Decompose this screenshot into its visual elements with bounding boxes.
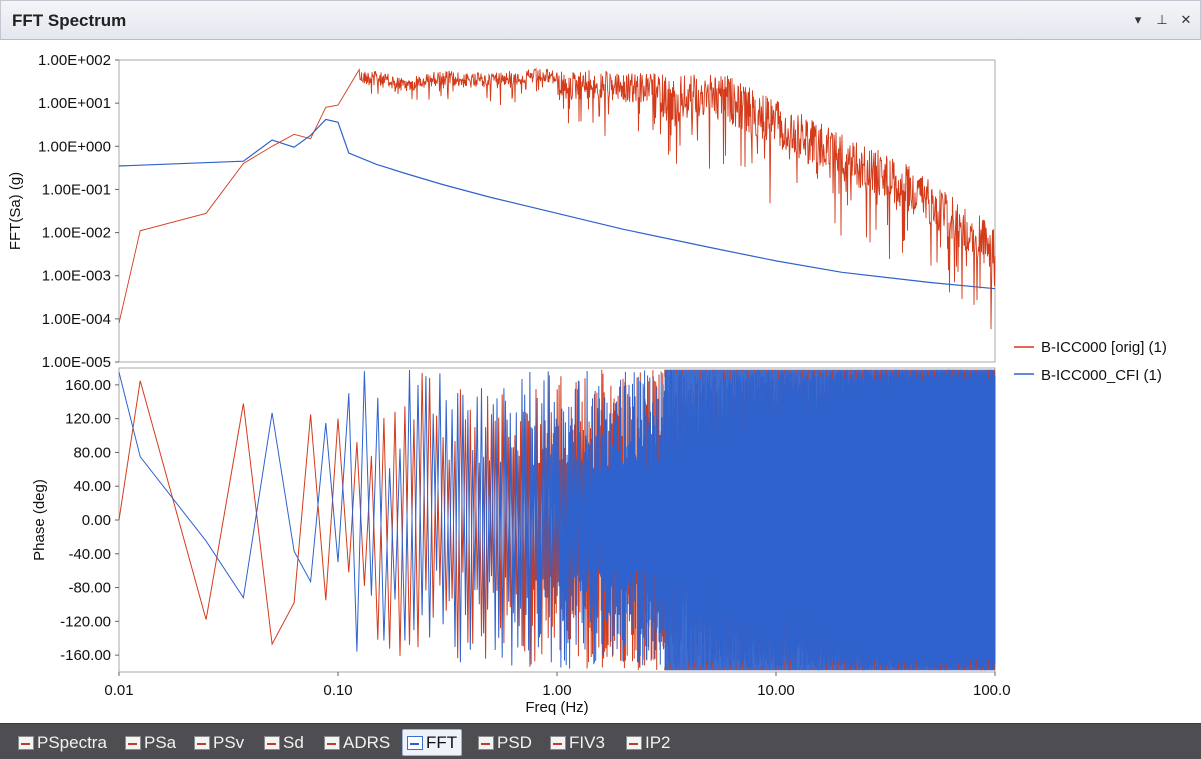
magnitude-y-tick-label: 1.00E-002 [42, 225, 111, 242]
tab-label: Sd [283, 732, 304, 752]
chart-icon [407, 735, 423, 750]
magnitude-y-ticks: 1.00E-005 1.00E-004 1.00E-003 1.00E-002 1.00… [38, 52, 119, 371]
magnitude-y-tick-label: 1.00E+001 [38, 95, 111, 112]
phase-y-tick-label: -40.00 [68, 546, 111, 563]
phase-y-tick-label: -160.00 [60, 647, 111, 664]
chevron-down-icon[interactable]: ▾ [1134, 12, 1142, 27]
chart-icon [18, 735, 34, 750]
frequency-x-tick-label: 1.00 [542, 682, 571, 699]
phase-y-tick-label: 160.00 [65, 377, 111, 394]
phase-band-cfi [664, 369, 995, 671]
tab-label: PSD [497, 732, 532, 752]
tab-psa[interactable]: PSa [121, 729, 180, 756]
chart-icon [478, 735, 494, 750]
phase-y-tick-label: -80.00 [68, 580, 111, 597]
phase-band-orig-edges [664, 369, 995, 671]
tab-psv[interactable]: PSv [190, 729, 248, 756]
tab-adrs[interactable]: ADRS [320, 729, 394, 756]
magnitude-series [118, 67, 996, 330]
tab-sd[interactable]: Sd [260, 729, 308, 756]
phase-y-tick-label: 40.00 [73, 478, 111, 495]
tab-fiv3[interactable]: FIV3 [546, 729, 609, 756]
tab-label: PSv [213, 732, 245, 752]
tab-label: FFT [426, 732, 458, 752]
tab-bar: PSpectra PSa PSv Sd ADRS FFT PSD FIV3 IP… [0, 723, 1201, 759]
chart-icon [626, 735, 642, 750]
tab-psd[interactable]: PSD [474, 729, 536, 756]
magnitude-y-tick-label: 1.00E-001 [42, 181, 111, 198]
phase-y-tick-label: 0.00 [82, 512, 111, 529]
magnitude-line-cfi [118, 118, 996, 290]
phase-y-axis-label: Phase (deg) [31, 479, 48, 561]
pin-icon[interactable]: ⊥ [1156, 12, 1168, 27]
chart-icon [550, 735, 566, 750]
tab-label: FIV3 [569, 732, 605, 752]
tab-fft[interactable]: FFT [402, 729, 463, 756]
magnitude-y-axis-label: FFT(Sa) (g) [7, 172, 24, 250]
frequency-x-tick-label: 0.10 [323, 682, 352, 699]
chart-icon [125, 735, 141, 750]
chart-icon [194, 735, 210, 750]
legend-entry-cfi: B-ICC000_CFI (1) [1041, 367, 1162, 384]
panel-title: FFT Spectrum [12, 11, 127, 30]
legend-entry-orig: B-ICC000 [orig] (1) [1041, 339, 1167, 356]
magnitude-y-tick-label: 1.00E+000 [38, 138, 111, 155]
frequency-x-tick-label: 10.00 [757, 682, 795, 699]
tab-ip2[interactable]: IP2 [622, 729, 675, 756]
frequency-x-ticks: 0.01 0.10 1.00 10.00 100.0 [104, 672, 1011, 699]
phase-y-ticks: -160.00 -120.00 -80.00 -40.00 0.00 40.00 80.00… [60, 377, 119, 664]
chart-icon [264, 735, 280, 750]
magnitude-line-orig [118, 67, 996, 330]
tab-pspectra[interactable]: PSpectra [14, 729, 111, 756]
tab-label: PSpectra [37, 732, 107, 752]
magnitude-plot-frame [118, 59, 996, 363]
magnitude-y-tick-label: 1.00E-005 [42, 354, 111, 371]
magnitude-y-tick-label: 1.00E-004 [42, 311, 111, 328]
chart-area: 1.00E-005 1.00E-004 1.00E-003 1.00E-002 1.00… [0, 40, 1201, 723]
magnitude-y-tick-label: 1.00E+002 [38, 52, 111, 69]
frequency-x-axis-label: Freq (Hz) [525, 699, 588, 716]
tab-label: IP2 [645, 732, 671, 752]
panel-title-bar: FFT Spectrum ▾ ⊥ ✕ [0, 0, 1201, 40]
phase-y-tick-label: 120.00 [65, 411, 111, 428]
phase-y-tick-label: 80.00 [73, 444, 111, 461]
chart-icon [324, 735, 340, 750]
frequency-x-tick-label: 0.01 [104, 682, 133, 699]
magnitude-y-tick-label: 1.00E-003 [42, 268, 111, 285]
frequency-x-tick-label: 100.0 [973, 682, 1011, 699]
close-icon[interactable]: ✕ [1180, 12, 1192, 27]
phase-series [118, 369, 996, 671]
tab-label: ADRS [343, 732, 391, 752]
tab-label: PSa [144, 732, 177, 752]
phase-y-tick-label: -120.00 [60, 613, 111, 630]
fft-chart-svg: 1.00E-005 1.00E-004 1.00E-003 1.00E-002 1.00… [7, 52, 1167, 716]
